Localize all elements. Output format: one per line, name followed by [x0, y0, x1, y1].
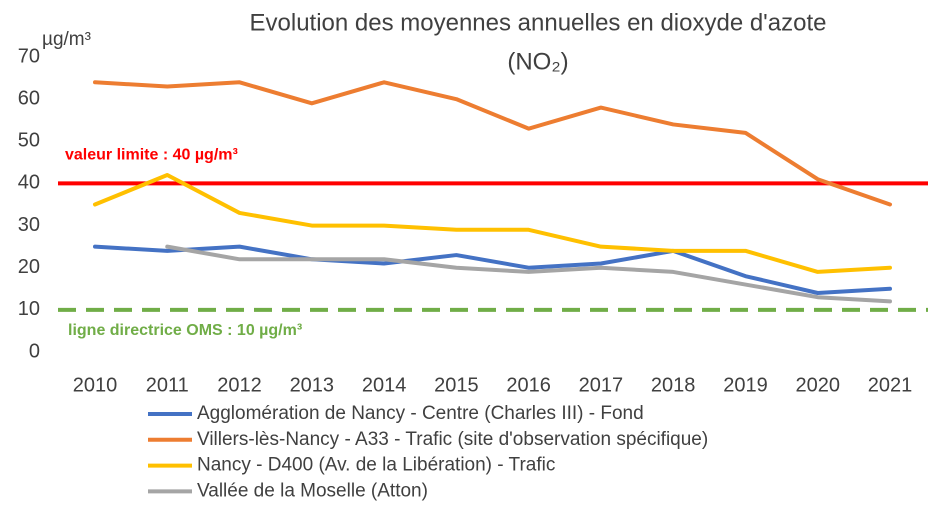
y-tick-label: 20 [18, 256, 40, 278]
x-tick-label: 2020 [795, 374, 840, 396]
y-tick-label: 30 [18, 214, 40, 236]
x-tick-label: 2010 [73, 374, 118, 396]
chart-title: Evolution des moyennes annuelles en diox… [250, 9, 827, 36]
y-tick-label: 0 [29, 340, 40, 362]
y-axis-label: µg/m³ [42, 29, 91, 50]
y-tick-label: 50 [18, 130, 40, 152]
x-tick-label: 2013 [290, 374, 335, 396]
y-tick-label: 40 [18, 172, 40, 194]
x-tick-label: 2019 [723, 374, 768, 396]
series-line [93, 244, 892, 295]
legend-label: Vallée de la Moselle (Atton) [197, 480, 428, 501]
x-tick-label: 2012 [217, 374, 262, 396]
legend-label: Agglomération de Nancy - Centre (Charles… [197, 403, 644, 424]
x-tick-label: 2015 [434, 374, 479, 396]
y-tick-label: 70 [18, 45, 40, 67]
x-tick-label: 2014 [362, 374, 407, 396]
series-line [93, 173, 892, 274]
legend-label: Villers-lès-Nancy - A33 - Trafic (site d… [197, 429, 708, 450]
chart-title-line2: (NO₂) [507, 48, 568, 75]
reference-label: ligne directrice OMS : 10 µg/m³ [68, 322, 302, 339]
y-tick-label: 60 [18, 87, 40, 109]
x-tick-label: 2016 [506, 374, 551, 396]
series-line [165, 244, 892, 304]
series-line [93, 80, 892, 207]
x-tick-label: 2021 [868, 374, 913, 396]
x-tick-label: 2011 [146, 374, 189, 396]
reference-label: valeur limite : 40 µg/m³ [65, 147, 238, 164]
x-tick-label: 2018 [651, 374, 696, 396]
legend-label: Nancy - D400 (Av. de la Libération) - Tr… [197, 455, 555, 476]
y-tick-label: 10 [18, 298, 40, 320]
x-tick-label: 2017 [579, 374, 624, 396]
